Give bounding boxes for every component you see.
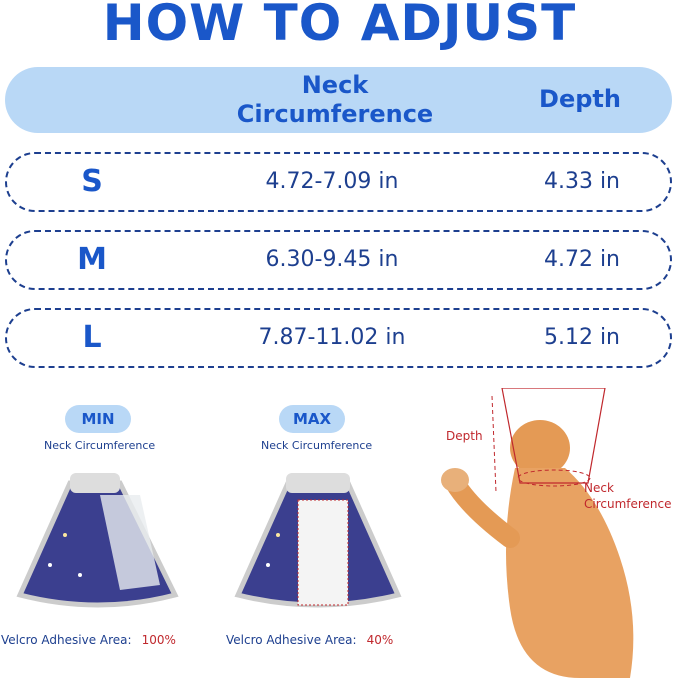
- table-row: L 7.87-11.02 in 5.12 in: [5, 308, 672, 368]
- header-neck-line2: Circumference: [236, 100, 434, 128]
- min-caption: Neck Circumference: [44, 439, 156, 452]
- max-badge: MAX: [279, 405, 345, 433]
- velcro-label: Velcro Adhesive Area:: [1, 633, 132, 647]
- neck-value: 4.72-7.09 in: [265, 169, 399, 194]
- depth-value: 4.33 in: [543, 169, 621, 194]
- min-badge: MIN: [65, 405, 131, 433]
- neck-label-line1: Neck: [584, 481, 614, 495]
- size-label: S: [81, 164, 103, 199]
- depth-value: 4.72 in: [543, 247, 621, 272]
- velcro-label: Velcro Adhesive Area:: [226, 633, 357, 647]
- velcro-value: 100%: [141, 633, 176, 647]
- max-caption: Neck Circumference: [261, 439, 373, 452]
- neck-value: 7.87-11.02 in: [258, 325, 406, 350]
- table-row: S 4.72-7.09 in 4.33 in: [5, 152, 672, 212]
- collar-min-image: [16, 473, 179, 608]
- cat-illustration: [441, 388, 634, 678]
- size-label: L: [82, 320, 102, 355]
- max-velcro-info: Velcro Adhesive Area: 40%: [226, 633, 393, 647]
- header-neck-line1: Neck: [301, 71, 369, 99]
- header-depth: Depth: [539, 85, 621, 113]
- depth-value: 5.12 in: [543, 325, 621, 350]
- neck-label-line2: Circumference: [584, 497, 672, 511]
- collar-max-image: [234, 473, 402, 608]
- neck-value: 6.30-9.45 in: [265, 247, 399, 272]
- depth-label: Depth: [446, 429, 483, 443]
- size-label: M: [77, 242, 107, 277]
- table-header: Neck Circumference Depth: [5, 67, 672, 133]
- page-title: HOW TO ADJUST: [102, 0, 577, 52]
- table-row: M 6.30-9.45 in 4.72 in: [5, 230, 672, 290]
- min-velcro-info: Velcro Adhesive Area: 100%: [1, 633, 176, 647]
- neck-label: Neck Circumference: [584, 480, 672, 512]
- velcro-value: 40%: [366, 633, 394, 647]
- header-neck: Neck Circumference: [215, 71, 455, 129]
